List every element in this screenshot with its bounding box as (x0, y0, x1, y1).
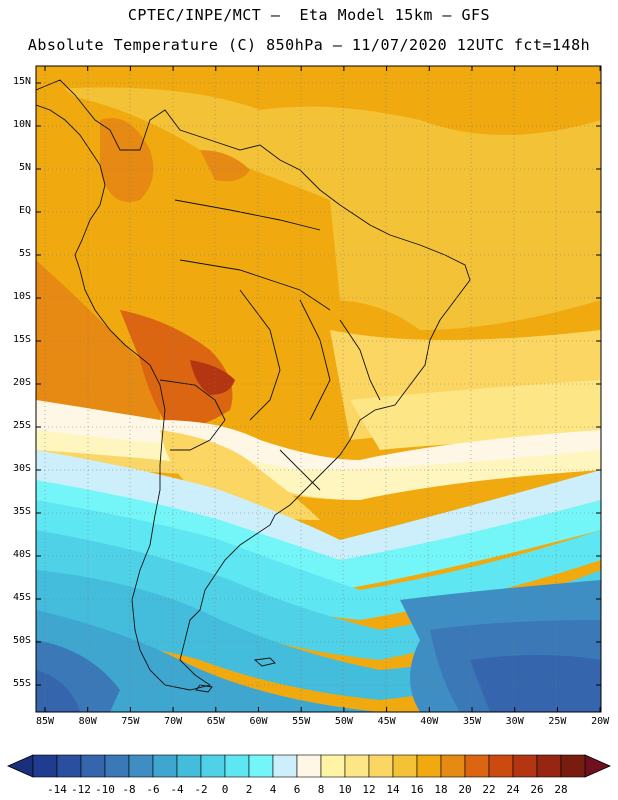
temperature-field (36, 66, 601, 712)
colorbar-swatch (296, 754, 322, 778)
colorbar-swatch (464, 754, 490, 778)
lon-label: 25W (548, 716, 567, 727)
lon-label: 65W (206, 716, 225, 727)
lat-label: 10S (12, 291, 31, 302)
lon-label: 35W (462, 716, 482, 727)
colorbar-label: -8 (122, 783, 136, 796)
axis-ticks (36, 66, 601, 712)
colorbar-label: 20 (458, 783, 472, 796)
lon-label: 20W (591, 716, 610, 727)
coastlines (36, 79, 471, 693)
lat-label: 5S (18, 248, 31, 259)
colorbar-swatch (512, 754, 538, 778)
colorbar-swatch (536, 754, 562, 778)
lon-label: 75W (121, 716, 140, 727)
colorbar-label: 12 (362, 783, 376, 796)
colorbar-label: 28 (554, 783, 568, 796)
colorbar-swatch (272, 754, 298, 778)
colorbar (7, 754, 611, 778)
colorbar-swatch (104, 754, 130, 778)
colorbar-swatch (224, 754, 250, 778)
lon-label: 30W (505, 716, 524, 727)
lon-label: 60W (249, 716, 268, 727)
lat-label: 35S (12, 506, 31, 517)
colorbar-label: 24 (506, 783, 520, 796)
lat-label: 55S (12, 678, 31, 689)
map-subtitle: Absolute Temperature (C) 850hPa – 11/07/… (27, 36, 591, 54)
lat-label: 25S (12, 420, 31, 431)
colorbar-label: 22 (482, 783, 496, 796)
colorbar-label: 16 (410, 783, 424, 796)
lon-label: 80W (78, 716, 97, 727)
colorbar-label: -6 (146, 783, 160, 796)
colorbar-swatch (440, 754, 466, 778)
colorbar-swatch (56, 754, 82, 778)
lon-label: 85W (35, 716, 55, 727)
colorbar-label: 10 (338, 783, 352, 796)
colorbar-label: 0 (221, 783, 229, 796)
colorbar-label: -4 (170, 783, 184, 796)
map-frame (35, 65, 602, 713)
colorbar-swatch (320, 754, 346, 778)
colorbar-label: 14 (386, 783, 400, 796)
lat-label: 15S (12, 334, 31, 345)
colorbar-overflow-arrow (584, 754, 611, 778)
colorbar-swatch (80, 754, 106, 778)
colorbar-label: -14 (47, 783, 67, 796)
colorbar-swatch (488, 754, 514, 778)
colorbar-label: -12 (71, 783, 91, 796)
lat-label: 45S (12, 592, 31, 603)
colorbar-label: 2 (245, 783, 253, 796)
colorbar-label: -10 (95, 783, 115, 796)
lon-label: 50W (334, 716, 353, 727)
lat-label: 20S (12, 377, 31, 388)
lon-label: 40W (420, 716, 439, 727)
colorbar-swatch (152, 754, 178, 778)
colorbar-swatch (560, 754, 586, 778)
lat-label: 10N (12, 119, 31, 130)
lon-label: 70W (164, 716, 183, 727)
map-title: CPTEC/INPE/MCT – Eta Model 15km – GFS (127, 6, 491, 24)
colorbar-swatch (392, 754, 418, 778)
colorbar-label: 8 (317, 783, 325, 796)
colorbar-label: 18 (434, 783, 448, 796)
colorbar-label: 4 (269, 783, 277, 796)
lat-label: 40S (12, 549, 31, 560)
colorbar-label: 26 (530, 783, 544, 796)
colorbar-label: 6 (293, 783, 301, 796)
colorbar-swatch (248, 754, 274, 778)
colorbar-swatch (176, 754, 202, 778)
colorbar-swatch (32, 754, 58, 778)
colorbar-swatch (200, 754, 226, 778)
colorbar-underflow-arrow (7, 754, 34, 778)
colorbar-swatch (368, 754, 394, 778)
colorbar-swatch (416, 754, 442, 778)
lat-label: EQ (18, 205, 31, 216)
lat-label: 50S (12, 635, 31, 646)
colorbar-label: -2 (194, 783, 208, 796)
lon-label: 55W (292, 716, 311, 727)
lon-label: 45W (377, 716, 396, 727)
colorbar-swatch (128, 754, 154, 778)
lat-label: 5N (18, 162, 31, 173)
lat-label: 30S (12, 463, 31, 474)
colorbar-swatch (344, 754, 370, 778)
lat-label: 15N (12, 76, 31, 87)
